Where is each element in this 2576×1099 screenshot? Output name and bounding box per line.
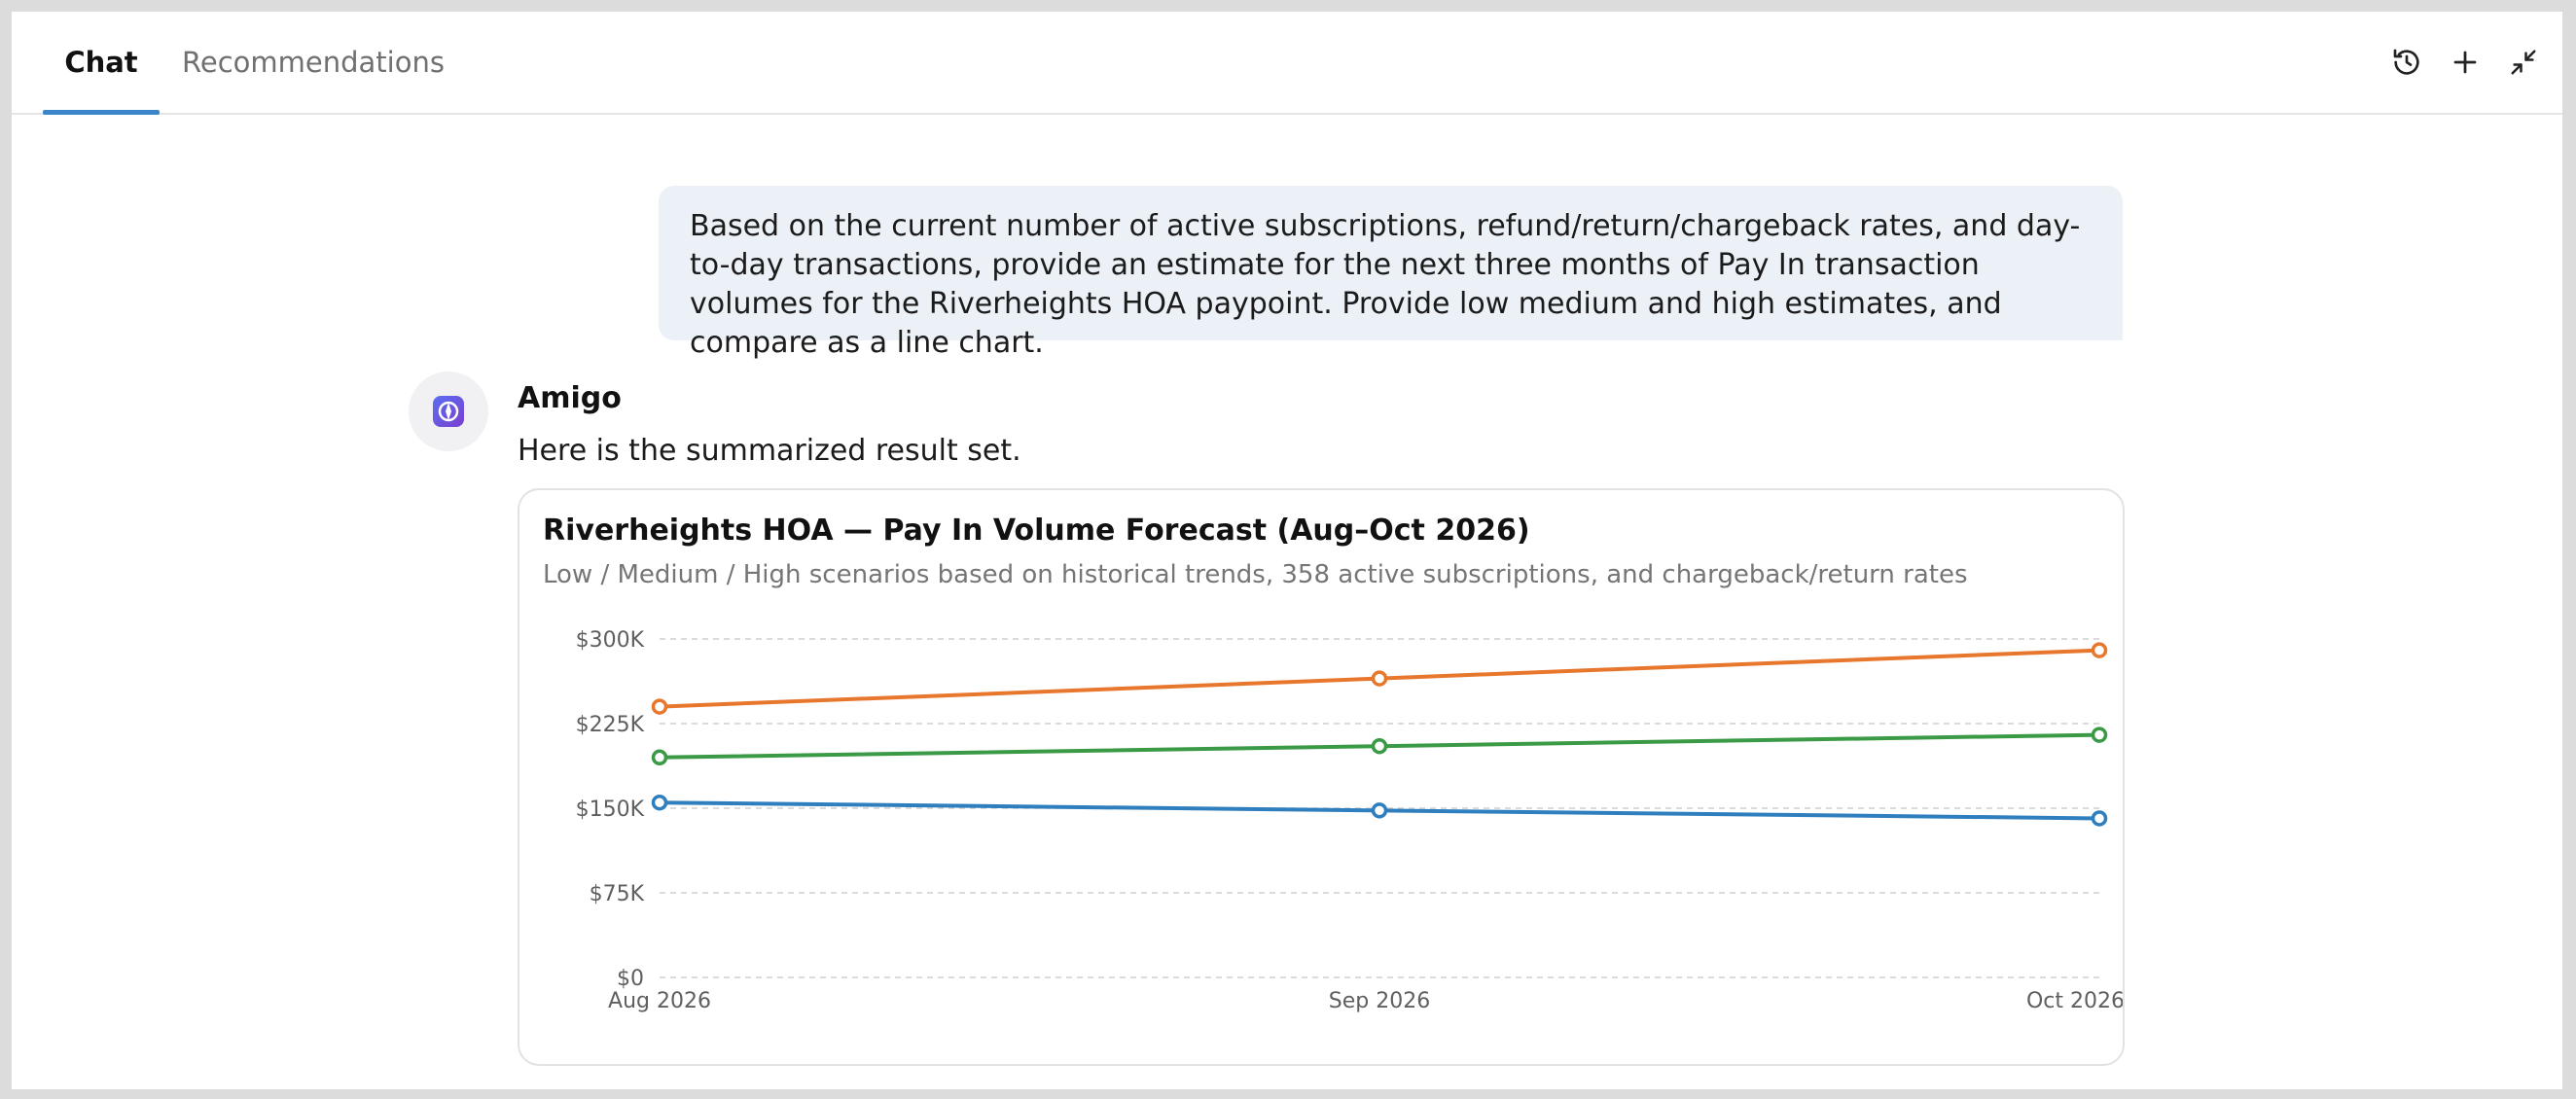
x-tick-label: Sep 2026 <box>1329 989 1430 1013</box>
assistant-message: Here is the summarized result set. <box>518 434 1021 468</box>
x-tick-label: Oct 2026 <box>2026 989 2123 1013</box>
tab-chat[interactable]: Chat <box>43 12 160 115</box>
y-tick-label: $75K <box>590 882 645 906</box>
line-chart: $0 $75K $150K $225K $300K Aug 2026 Sep 2026 Oct… <box>576 628 2123 1013</box>
chart-card: Riverheights HOA — Pay In Volume Forecas… <box>518 488 2125 1066</box>
y-tick-label: $225K <box>576 713 645 737</box>
header: Chat Recommendations <box>12 12 2562 115</box>
x-tick-label: Aug 2026 <box>608 989 711 1013</box>
minimize-icon[interactable] <box>2504 43 2543 82</box>
tab-chat-label: Chat <box>64 46 138 79</box>
data-point <box>651 794 668 811</box>
y-tick-label: $0 <box>617 967 644 991</box>
data-point <box>1371 737 1388 755</box>
assistant-name: Amigo <box>518 381 622 415</box>
y-tick-label: $150K <box>576 798 645 822</box>
chart-title: Riverheights HOA — Pay In Volume Forecas… <box>543 514 1530 548</box>
data-point <box>651 749 668 766</box>
tab-recommendations-label: Recommendations <box>182 46 445 79</box>
amigo-logo-icon <box>433 396 464 427</box>
chat-panel: Chat Recommendations <box>12 12 2562 1089</box>
tab-recommendations[interactable]: Recommendations <box>182 12 445 113</box>
data-point <box>2091 727 2108 743</box>
user-message-bubble: Based on the current number of active su… <box>659 186 2123 360</box>
data-point <box>2091 810 2108 827</box>
plus-icon[interactable] <box>2446 43 2485 82</box>
data-point <box>1371 670 1388 687</box>
assistant-avatar <box>409 372 488 451</box>
y-tick-label: $300K <box>576 628 645 653</box>
chart-subtitle: Low / Medium / High scenarios based on h… <box>543 560 1968 589</box>
history-icon[interactable] <box>2387 43 2426 82</box>
data-point <box>651 698 668 715</box>
user-message-text: Based on the current number of active su… <box>690 209 2081 360</box>
data-point <box>1371 802 1388 819</box>
data-point <box>2091 642 2108 658</box>
